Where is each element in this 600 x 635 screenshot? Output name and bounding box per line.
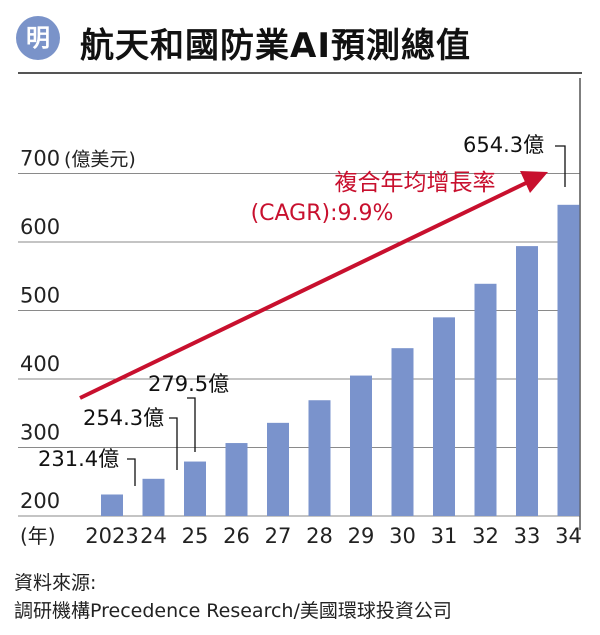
bar (225, 443, 248, 516)
x-tick-label: 25 (182, 524, 209, 548)
cagr-value: (CAGR):9.9% (251, 201, 394, 226)
callout-leader (187, 397, 196, 452)
callout-leader (555, 145, 566, 187)
publisher-logo: 明 (16, 16, 60, 60)
x-tick-label: 2023 (85, 524, 138, 548)
cagr-label: 複合年均增長率 (335, 170, 496, 196)
data-label: 279.5億 (148, 372, 229, 396)
bar (557, 204, 580, 516)
bar (267, 422, 289, 516)
header: 明 航天和國防業AI預測總值 (0, 0, 600, 72)
x-tick-label: 29 (348, 524, 375, 548)
x-tick-label: 33 (514, 524, 541, 548)
x-tick-label: 26 (223, 524, 250, 548)
x-tick-label: 28 (306, 524, 333, 548)
callout-leader (169, 417, 178, 470)
bar (184, 461, 206, 516)
x-tick-label: 34 (555, 524, 582, 548)
bar (142, 478, 165, 516)
y-tick-label: 300 (20, 421, 60, 445)
y-tick-label: 700 (20, 147, 60, 171)
bar (474, 283, 497, 516)
x-tick-label: 27 (265, 524, 292, 548)
bar (433, 317, 455, 516)
data-label: 254.3億 (83, 406, 164, 430)
y-tick-label: 400 (20, 352, 60, 376)
callout-leader (127, 458, 136, 486)
y-axis-unit: (億美元) (64, 149, 136, 171)
trend-arrow-line (79, 180, 529, 400)
bar (391, 348, 414, 516)
y-tick-label: 600 (20, 215, 60, 239)
x-axis-unit: (年) (20, 524, 56, 548)
x-tick-label: 31 (431, 524, 458, 548)
title-divider (18, 72, 582, 74)
trend-arrow-head (520, 171, 548, 193)
chart-title: 航天和國防業AI預測總值 (80, 26, 471, 66)
bar (350, 375, 372, 516)
source-text: 調研機構Precedence Research/美國環球投資公司 (14, 600, 452, 622)
x-tick-label: 24 (140, 524, 167, 548)
y-tick-label: 200 (20, 489, 60, 513)
source-label: 資料來源: (14, 572, 97, 594)
bar (101, 494, 123, 516)
x-tick-label: 30 (389, 524, 416, 548)
y-tick-label: 500 (20, 284, 60, 308)
data-label: 231.4億 (38, 447, 119, 471)
bar (308, 400, 331, 516)
x-tick-label: 32 (472, 524, 499, 548)
data-label: 654.3億 (463, 133, 544, 157)
bar (516, 246, 538, 517)
